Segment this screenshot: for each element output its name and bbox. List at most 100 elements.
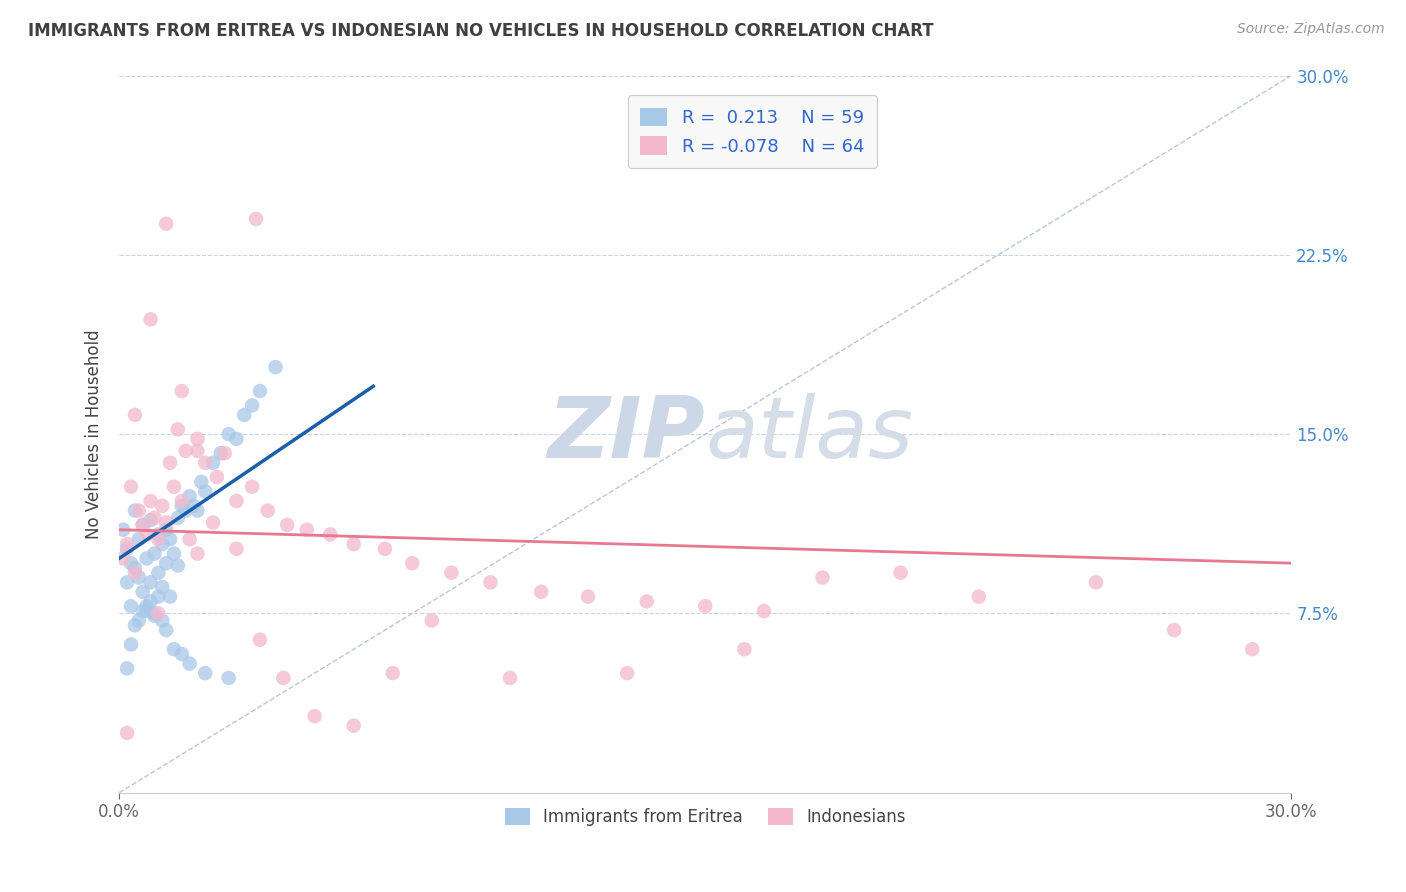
- Point: [811, 570, 834, 584]
- Point: [143, 608, 166, 623]
- Point: [319, 527, 342, 541]
- Point: [135, 527, 157, 541]
- Text: atlas: atlas: [706, 392, 914, 475]
- Point: [148, 590, 170, 604]
- Point: [194, 666, 217, 681]
- Point: [304, 709, 326, 723]
- Point: [159, 533, 181, 547]
- Point: [170, 499, 193, 513]
- Point: [115, 537, 138, 551]
- Point: [240, 480, 263, 494]
- Point: [128, 570, 150, 584]
- Point: [148, 607, 170, 621]
- Point: [967, 590, 990, 604]
- Point: [159, 456, 181, 470]
- Point: [159, 590, 181, 604]
- Point: [148, 533, 170, 547]
- Point: [218, 671, 240, 685]
- Point: [374, 541, 396, 556]
- Text: ZIP: ZIP: [548, 392, 706, 475]
- Point: [139, 312, 162, 326]
- Point: [194, 484, 217, 499]
- Point: [170, 494, 193, 508]
- Point: [124, 566, 146, 580]
- Point: [139, 575, 162, 590]
- Point: [186, 443, 208, 458]
- Point: [1241, 642, 1264, 657]
- Point: [733, 642, 755, 657]
- Point: [132, 517, 155, 532]
- Point: [381, 666, 404, 681]
- Point: [240, 398, 263, 412]
- Point: [115, 726, 138, 740]
- Point: [150, 614, 173, 628]
- Point: [218, 427, 240, 442]
- Point: [135, 599, 157, 614]
- Point: [479, 575, 502, 590]
- Point: [401, 556, 423, 570]
- Point: [115, 661, 138, 675]
- Point: [150, 499, 173, 513]
- Point: [174, 503, 197, 517]
- Y-axis label: No Vehicles in Household: No Vehicles in Household: [86, 329, 103, 539]
- Point: [276, 517, 298, 532]
- Point: [190, 475, 212, 489]
- Text: Source: ZipAtlas.com: Source: ZipAtlas.com: [1237, 22, 1385, 37]
- Point: [139, 594, 162, 608]
- Legend: Immigrants from Eritrea, Indonesians: Immigrants from Eritrea, Indonesians: [496, 800, 914, 835]
- Point: [343, 719, 366, 733]
- Point: [245, 211, 267, 226]
- Point: [202, 456, 225, 470]
- Point: [233, 408, 256, 422]
- Point: [112, 523, 135, 537]
- Point: [295, 523, 318, 537]
- Point: [124, 408, 146, 422]
- Point: [225, 494, 247, 508]
- Point: [1163, 623, 1185, 637]
- Point: [120, 599, 142, 614]
- Point: [209, 446, 232, 460]
- Point: [225, 541, 247, 556]
- Point: [163, 642, 186, 657]
- Point: [115, 541, 138, 556]
- Point: [530, 585, 553, 599]
- Point: [143, 510, 166, 524]
- Point: [420, 614, 443, 628]
- Point: [186, 547, 208, 561]
- Point: [143, 547, 166, 561]
- Point: [132, 585, 155, 599]
- Point: [343, 537, 366, 551]
- Point: [148, 527, 170, 541]
- Point: [155, 556, 177, 570]
- Point: [440, 566, 463, 580]
- Point: [132, 604, 155, 618]
- Point: [167, 422, 190, 436]
- Point: [132, 517, 155, 532]
- Point: [264, 360, 287, 375]
- Point: [499, 671, 522, 685]
- Point: [124, 561, 146, 575]
- Point: [179, 533, 201, 547]
- Point: [752, 604, 775, 618]
- Point: [576, 590, 599, 604]
- Point: [112, 551, 135, 566]
- Point: [183, 499, 205, 513]
- Point: [214, 446, 236, 460]
- Point: [155, 623, 177, 637]
- Point: [616, 666, 638, 681]
- Point: [186, 432, 208, 446]
- Point: [128, 533, 150, 547]
- Point: [135, 604, 157, 618]
- Point: [225, 432, 247, 446]
- Point: [128, 503, 150, 517]
- Point: [139, 494, 162, 508]
- Point: [179, 657, 201, 671]
- Point: [120, 556, 142, 570]
- Point: [202, 516, 225, 530]
- Point: [205, 470, 228, 484]
- Point: [148, 566, 170, 580]
- Point: [143, 607, 166, 621]
- Point: [115, 575, 138, 590]
- Point: [174, 443, 197, 458]
- Point: [167, 558, 190, 573]
